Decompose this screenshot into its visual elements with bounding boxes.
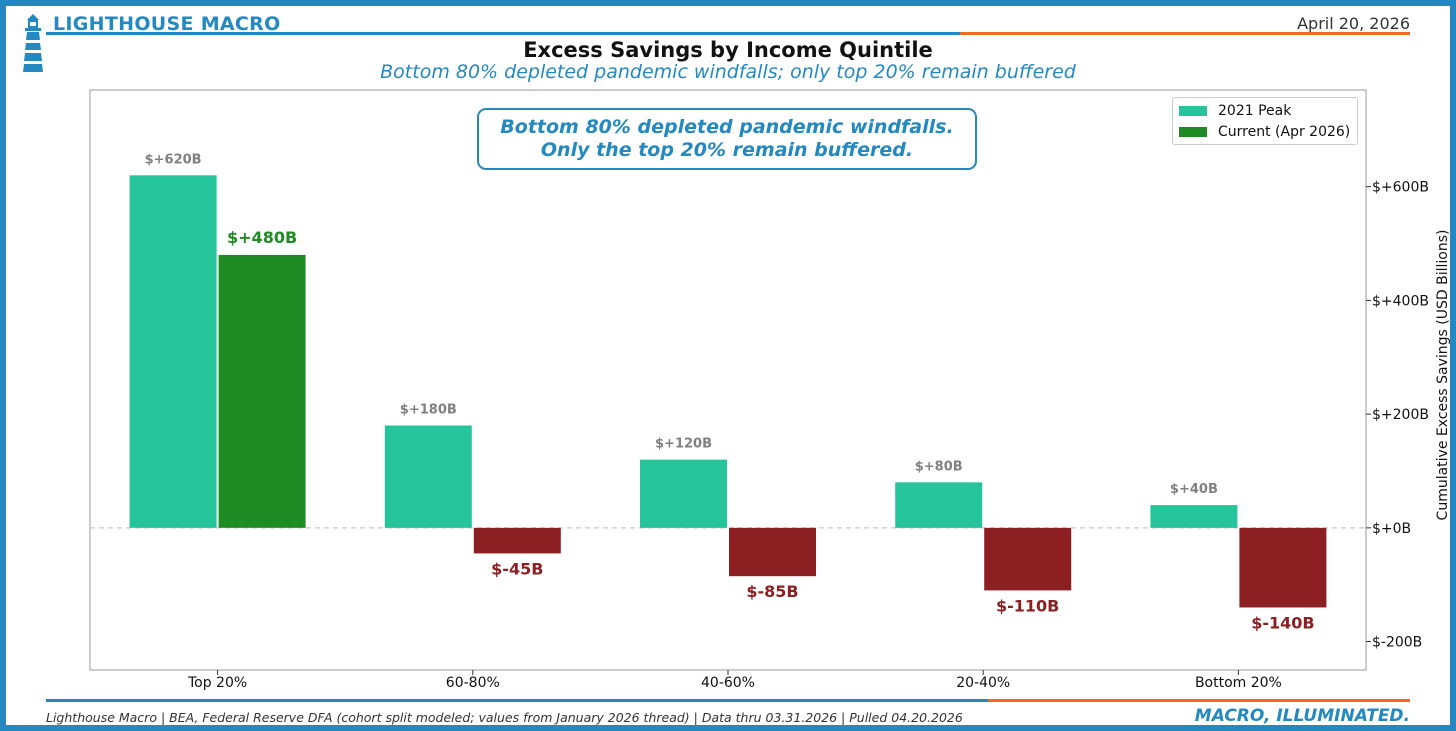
bar-peak bbox=[895, 482, 983, 528]
legend-item-current: Current (Apr 2026) bbox=[1179, 123, 1350, 141]
data-label-peak: $+620B bbox=[145, 152, 202, 167]
report-date: April 20, 2026 bbox=[1297, 14, 1410, 33]
bar-peak bbox=[129, 175, 217, 528]
bar-peak bbox=[384, 425, 472, 528]
footer-tagline: MACRO, ILLUMINATED. bbox=[1194, 706, 1410, 726]
y-tick-label: $-200B bbox=[1372, 635, 1422, 651]
x-tick-label: 60-80% bbox=[446, 675, 500, 691]
bar-peak bbox=[1150, 505, 1238, 528]
y-tick-label: $+200B bbox=[1372, 407, 1429, 423]
data-label-current: $+480B bbox=[227, 228, 297, 247]
data-label-peak: $+180B bbox=[400, 402, 457, 417]
data-label-current: $-110B bbox=[996, 596, 1059, 615]
header-rule-orange bbox=[960, 32, 1410, 35]
data-label-peak: $+120B bbox=[655, 437, 712, 452]
legend-swatch-peak bbox=[1179, 106, 1207, 116]
lighthouse-logo-icon bbox=[23, 14, 43, 72]
legend-label-peak: 2021 Peak bbox=[1218, 103, 1292, 119]
data-label-current: $-140B bbox=[1251, 613, 1314, 632]
bar-current bbox=[218, 254, 306, 528]
chart-subtitle: Bottom 80% depleted pandemic windfalls; … bbox=[380, 61, 1076, 83]
y-tick-label: $+400B bbox=[1372, 293, 1429, 309]
legend-label-current: Current (Apr 2026) bbox=[1218, 124, 1351, 140]
bar-current bbox=[473, 527, 561, 554]
footer-rule-blue bbox=[46, 699, 988, 702]
x-tick-label: 20-40% bbox=[956, 675, 1010, 691]
footer-rule-orange bbox=[988, 699, 1410, 702]
bar-peak bbox=[640, 459, 727, 528]
bar-current bbox=[729, 527, 816, 577]
footer-source: Lighthouse Macro | BEA, Federal Reserve … bbox=[46, 710, 963, 725]
brand-name: LIGHTHOUSE MACRO bbox=[53, 13, 281, 35]
data-label-current: $-85B bbox=[746, 582, 798, 601]
x-tick-label: 40-60% bbox=[701, 675, 755, 691]
data-label-peak: $+80B bbox=[915, 459, 963, 474]
annotation-box: Bottom 80% depleted pandemic windfalls. … bbox=[477, 108, 977, 170]
bar-current bbox=[984, 527, 1072, 591]
chart-title: Excess Savings by Income Quintile bbox=[523, 38, 933, 62]
y-axis-label: Cumulative Excess Savings (USD Billions) bbox=[1435, 230, 1451, 521]
header-rule-blue bbox=[46, 32, 960, 35]
y-tick-label: $+600B bbox=[1372, 180, 1429, 196]
legend-swatch-current bbox=[1179, 127, 1207, 137]
legend-item-peak: 2021 Peak bbox=[1179, 102, 1291, 120]
x-tick-label: Top 20% bbox=[187, 675, 247, 691]
data-label-current: $-45B bbox=[491, 559, 543, 578]
y-tick-label: $+0B bbox=[1372, 521, 1411, 537]
data-label-peak: $+40B bbox=[1170, 482, 1218, 497]
x-tick-label: Bottom 20% bbox=[1195, 675, 1282, 691]
legend: 2021 Peak Current (Apr 2026) bbox=[1172, 97, 1358, 145]
annotation-text: Bottom 80% depleted pandemic windfalls. … bbox=[500, 116, 954, 161]
bar-current bbox=[1239, 527, 1327, 608]
